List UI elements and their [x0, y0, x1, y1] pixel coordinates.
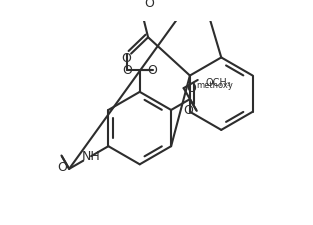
Text: NH: NH [82, 150, 100, 163]
Text: O: O [184, 104, 193, 117]
Text: OCH₃: OCH₃ [205, 78, 231, 88]
Text: O: O [121, 52, 131, 65]
Text: O: O [147, 64, 157, 77]
Text: methoxy: methoxy [196, 81, 233, 90]
Text: O: O [144, 0, 154, 10]
Text: O: O [122, 64, 132, 77]
Text: O: O [57, 161, 67, 174]
Text: O: O [186, 82, 196, 95]
